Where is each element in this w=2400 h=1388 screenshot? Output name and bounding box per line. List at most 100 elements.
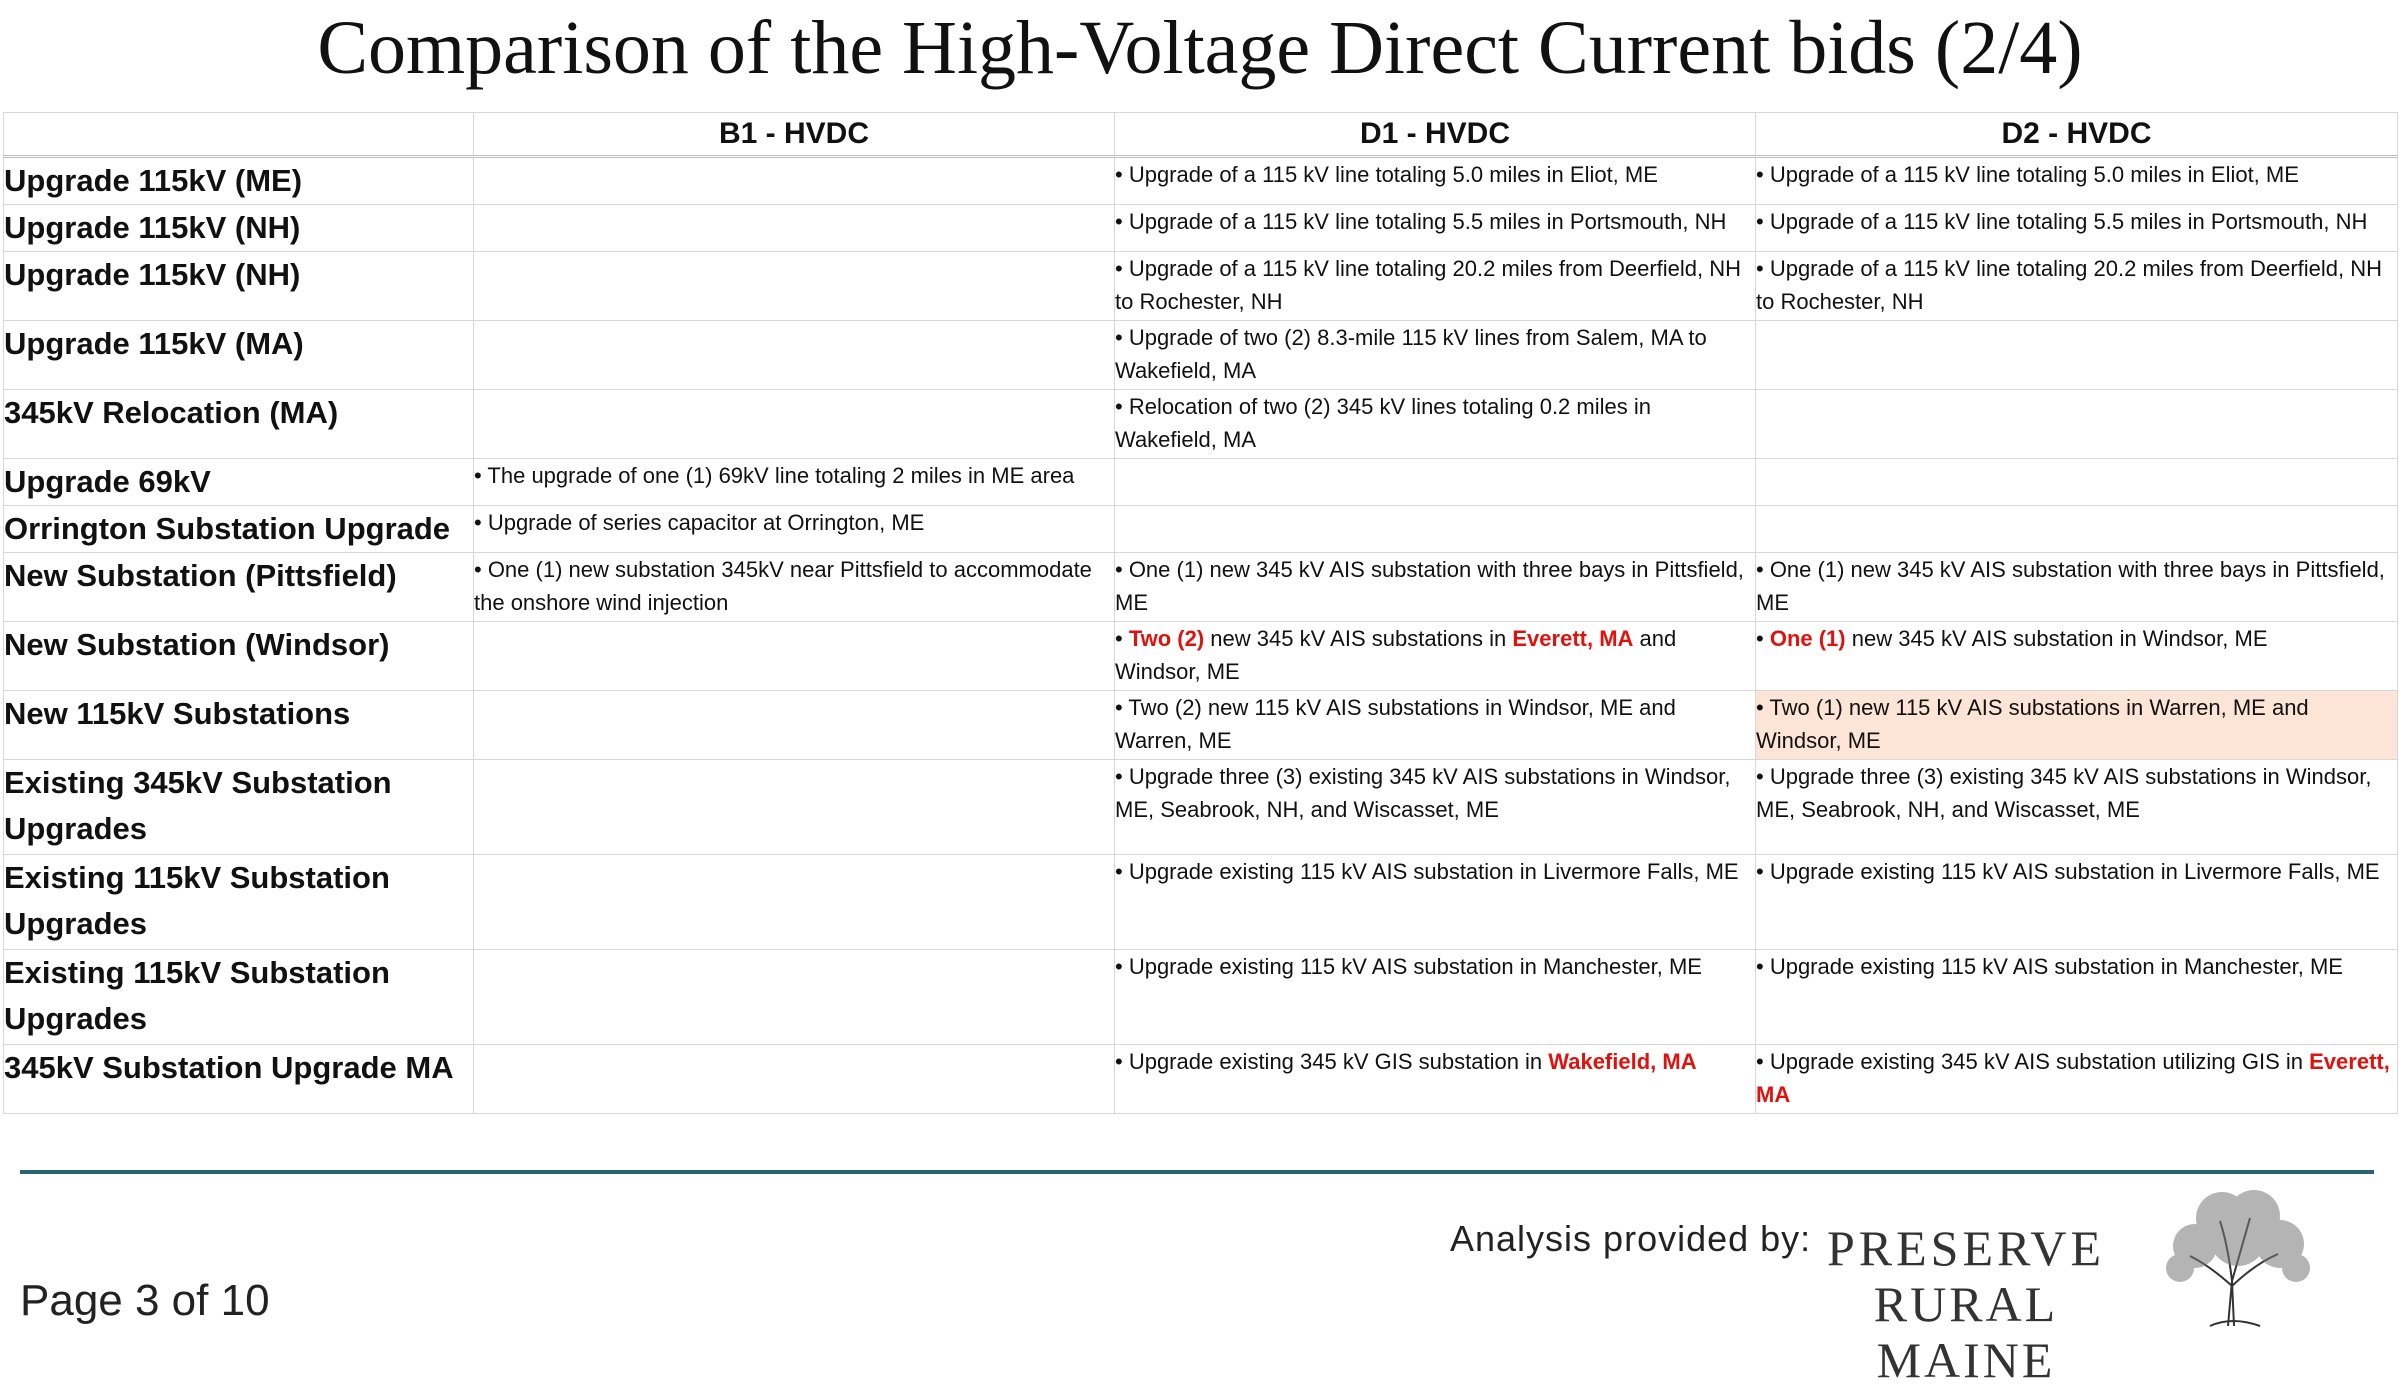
cell-d2 <box>1755 389 2398 459</box>
highlighted-text: Two (2) <box>1128 626 1205 651</box>
cell-text: • Upgrade of a 115 kV line totaling 5.0 … <box>1756 162 2299 187</box>
analysis-credit: Analysis provided by: <box>1450 1218 1812 1259</box>
row-label: Upgrade 115kV (ME) <box>3 156 474 205</box>
page-title: Comparison of the High-Voltage Direct Cu… <box>317 6 2083 90</box>
cell-d1 <box>1114 458 1756 506</box>
cell-text: new 345 kV AIS substations in <box>1204 626 1513 651</box>
cell-b1: • One (1) new substation 345kV near Pitt… <box>473 552 1115 622</box>
cell-d2: • Upgrade of a 115 kV line totaling 5.5 … <box>1755 204 2398 252</box>
cell-d2: • Upgrade existing 345 kV AIS substation… <box>1755 1044 2398 1114</box>
row-label: Upgrade 69kV <box>3 458 474 506</box>
table-row: Upgrade 115kV (MA) • Upgrade of two (2) 8… <box>3 320 2398 390</box>
cell-d2: • Two (1) new 115 kV AIS substations in … <box>1755 690 2398 760</box>
row-label: 345kV Relocation (MA) <box>3 389 474 459</box>
cell-d2: • One (1) new 345 kV AIS substation with… <box>1755 552 2398 622</box>
cell-d2 <box>1755 505 2398 553</box>
row-label: Existing 345kV Substation Upgrades <box>3 759 474 855</box>
cell-d1: • Two (2) new 345 kV AIS substations in … <box>1114 621 1756 691</box>
cell-d1: • Upgrade of a 115 kV line totaling 20.2… <box>1114 251 1756 321</box>
cell-b1 <box>473 1044 1115 1114</box>
row-label: New Substation (Pittsfield) <box>3 552 474 622</box>
cell-d1: • Upgrade existing 115 kV AIS substation… <box>1114 949 1756 1045</box>
cell-text: • Upgrade existing 345 kV AIS substation… <box>1756 1049 2310 1074</box>
cell-b1 <box>473 156 1115 205</box>
cell-d2: • Upgrade existing 115 kV AIS substation… <box>1755 949 2398 1045</box>
cell-text: • The upgrade of one (1) 69kV line total… <box>474 463 1075 488</box>
cell-b1 <box>473 759 1115 855</box>
cell-d1: • Relocation of two (2) 345 kV lines tot… <box>1114 389 1756 459</box>
cell-b1 <box>473 621 1115 691</box>
cell-d1: • Upgrade existing 115 kV AIS substation… <box>1114 854 1756 950</box>
row-label: Upgrade 115kV (MA) <box>3 320 474 390</box>
table-row: Upgrade 115kV (NH) • Upgrade of a 115 kV … <box>3 251 2398 321</box>
cell-b1: • The upgrade of one (1) 69kV line total… <box>473 458 1115 506</box>
cell-d1: • Upgrade three (3) existing 345 kV AIS … <box>1114 759 1756 855</box>
header-cell-empty <box>3 112 474 158</box>
table-row: Existing 115kV Substation Upgrades • Upgr… <box>3 949 2398 1045</box>
cell-d1: • One (1) new 345 kV AIS substation with… <box>1114 552 1756 622</box>
row-label: New 115kV Substations <box>3 690 474 760</box>
cell-text: • One (1) new 345 kV AIS substation with… <box>1756 557 2385 615</box>
cell-d1: • Upgrade of a 115 kV line totaling 5.0 … <box>1114 156 1756 205</box>
cell-d2 <box>1755 320 2398 390</box>
highlighted-text: Everett, MA <box>1512 626 1634 651</box>
cell-text: • Upgrade existing 345 kV GIS substation… <box>1115 1049 1549 1074</box>
cell-d2 <box>1755 458 2398 506</box>
cell-text: • Upgrade of a 115 kV line totaling 5.5 … <box>1115 209 1727 234</box>
cell-text: • Upgrade of two (2) 8.3-mile 115 kV lin… <box>1115 325 1707 383</box>
cell-text: new 345 kV AIS substation in Windsor, ME <box>1845 626 2268 651</box>
row-label: New Substation (Windsor) <box>3 621 474 691</box>
cell-text: • Upgrade of a 115 kV line totaling 20.2… <box>1756 256 2383 314</box>
cell-text: • Relocation of two (2) 345 kV lines tot… <box>1115 394 1651 452</box>
row-label: Upgrade 115kV (NH) <box>3 251 474 321</box>
table-row: 345kV Substation Upgrade MA • Upgrade exi… <box>3 1044 2398 1114</box>
cell-text: • <box>1115 626 1129 651</box>
cell-d2: • One (1) new 345 kV AIS substation in W… <box>1755 621 2398 691</box>
cell-text: • Upgrade existing 115 kV AIS substation… <box>1756 859 2380 884</box>
header-cell-b1: B1 - HVDC <box>473 112 1115 158</box>
cell-b1 <box>473 854 1115 950</box>
table-row: New Substation (Pittsfield) • One (1) new… <box>3 552 2398 622</box>
cell-text: • One (1) new 345 kV AIS substation with… <box>1115 557 1744 615</box>
table-row: Existing 115kV Substation Upgrades • Upgr… <box>3 854 2398 950</box>
footer-divider <box>20 1170 2374 1174</box>
cell-text: • <box>1756 626 1770 651</box>
cell-text: • Upgrade three (3) existing 345 kV AIS … <box>1115 764 1731 822</box>
cell-text: • Two (2) new 115 kV AIS substations in … <box>1115 695 1676 753</box>
cell-d2: • Upgrade three (3) existing 345 kV AIS … <box>1755 759 2398 855</box>
logo-line-2: RURAL MAINE <box>1873 1276 2059 1388</box>
header-row: B1 - HVDC D1 - HVDC D2 - HVDC <box>3 112 2398 158</box>
cell-text: and Windsor, ME <box>1115 626 1677 684</box>
table-row: 345kV Relocation (MA) • Relocation of two… <box>3 389 2398 459</box>
cell-d2: • Upgrade existing 115 kV AIS substation… <box>1755 854 2398 950</box>
header-cell-d1: D1 - HVDC <box>1114 112 1756 158</box>
cell-text: • Upgrade of series capacitor at Orringt… <box>474 510 925 535</box>
cell-text: • Two (1) new 115 kV AIS substations in … <box>1756 695 2309 753</box>
cell-text: • Upgrade of a 115 kV line totaling 5.0 … <box>1115 162 1658 187</box>
cell-d2: • Upgrade of a 115 kV line totaling 20.2… <box>1755 251 2398 321</box>
highlighted-text: Everett, MA <box>1756 1049 2390 1107</box>
cell-b1 <box>473 389 1115 459</box>
highlighted-text: Wakefield, MA <box>1548 1049 1697 1074</box>
header-cell-d2: D2 - HVDC <box>1755 112 2398 158</box>
cell-d1: • Upgrade existing 345 kV GIS substation… <box>1114 1044 1756 1114</box>
cell-b1 <box>473 204 1115 252</box>
page-number: Page 3 of 10 <box>20 1276 270 1325</box>
cell-text: • Upgrade of a 115 kV line totaling 20.2… <box>1115 256 1742 314</box>
cell-d1: • Upgrade of two (2) 8.3-mile 115 kV lin… <box>1114 320 1756 390</box>
row-label: Existing 115kV Substation Upgrades <box>3 949 474 1045</box>
logo-line-1: PRESERVE <box>1826 1220 2106 1276</box>
table-row: Upgrade 115kV (ME) • Upgrade of a 115 kV … <box>3 156 2398 205</box>
highlighted-text: One (1) <box>1769 626 1846 651</box>
row-label: Existing 115kV Substation Upgrades <box>3 854 474 950</box>
cell-b1 <box>473 690 1115 760</box>
comparison-table: B1 - HVDC D1 - HVDC D2 - HVDC Upgrade 11… <box>3 112 2398 1114</box>
logo-wordmark: PRESERVE RURAL MAINE <box>1796 1220 2136 1388</box>
table-row: Upgrade 115kV (NH) • Upgrade of a 115 kV … <box>3 204 2398 252</box>
table-row: Orrington Substation Upgrade • Upgrade of… <box>3 505 2398 553</box>
cell-text: • Upgrade existing 115 kV AIS substation… <box>1756 954 2343 979</box>
cell-b1: • Upgrade of series capacitor at Orringt… <box>473 505 1115 553</box>
cell-d2: • Upgrade of a 115 kV line totaling 5.0 … <box>1755 156 2398 205</box>
cell-b1 <box>473 251 1115 321</box>
row-label: Upgrade 115kV (NH) <box>3 204 474 252</box>
